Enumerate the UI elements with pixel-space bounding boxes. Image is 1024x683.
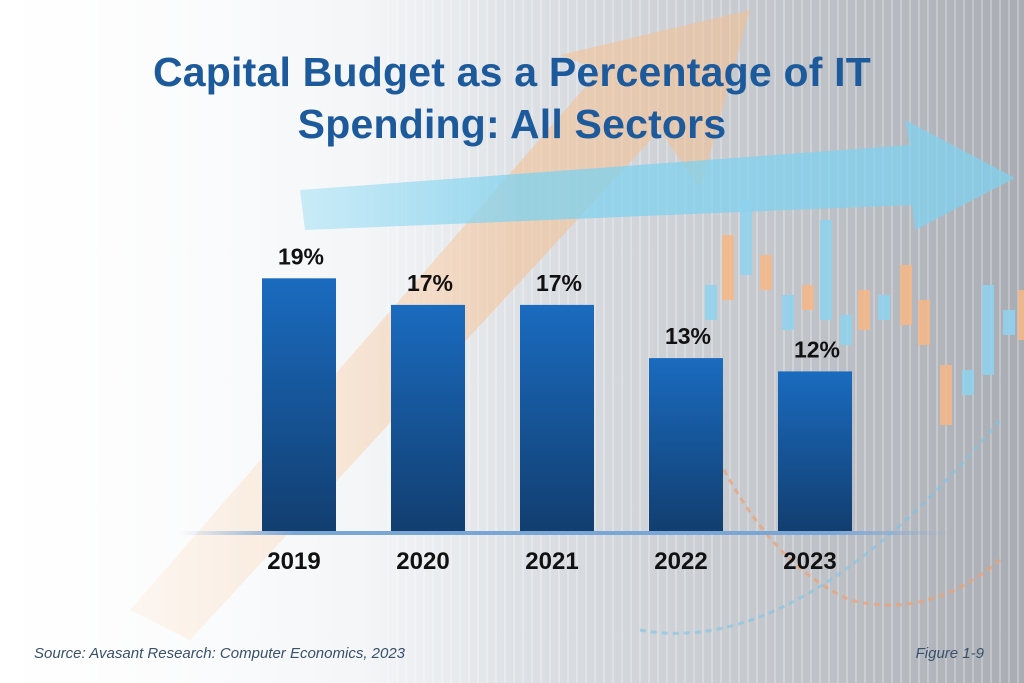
category-label-2020: 2020 xyxy=(396,548,449,575)
value-label-2019: 19% xyxy=(278,243,324,269)
candlestick-decoration xyxy=(705,200,1024,425)
candlestick xyxy=(820,220,832,320)
value-label-2022: 13% xyxy=(665,323,711,349)
category-label-2022: 2022 xyxy=(654,548,707,575)
bar-2020 xyxy=(391,304,465,531)
candlestick xyxy=(858,290,870,330)
candlestick xyxy=(962,370,974,395)
candlestick xyxy=(740,200,752,275)
bar-2019 xyxy=(262,278,336,531)
candlestick xyxy=(1003,310,1015,335)
candlestick xyxy=(760,255,772,290)
bar-2022 xyxy=(649,358,723,531)
candlestick xyxy=(705,285,717,320)
x-axis-baseline xyxy=(180,531,950,535)
candlestick xyxy=(940,365,952,425)
chart-title-line-1: Capital Budget as a Percentage of IT xyxy=(152,49,872,95)
candlestick xyxy=(802,285,814,310)
value-label-2020: 17% xyxy=(407,270,453,296)
category-label-2023: 2023 xyxy=(783,548,836,575)
bar-2023 xyxy=(778,371,852,531)
source-note: Source: Avasant Research: Computer Econo… xyxy=(34,645,406,662)
chart-title: Capital Budget as a Percentage of IT Spe… xyxy=(0,46,1024,150)
figure-number: Figure 1-9 xyxy=(915,645,984,662)
chart-title-line-2: Spending: All Sectors xyxy=(297,101,727,147)
candlestick xyxy=(878,295,890,320)
value-label-2023: 12% xyxy=(794,336,840,362)
candlestick xyxy=(840,315,852,345)
candlestick xyxy=(982,285,994,375)
value-label-2021: 17% xyxy=(536,270,582,296)
candlestick xyxy=(722,235,734,300)
category-label-2021: 2021 xyxy=(525,548,578,575)
candlestick xyxy=(918,300,930,345)
bar-2021 xyxy=(520,304,594,531)
candlestick xyxy=(900,265,912,325)
candlestick xyxy=(1018,290,1024,340)
category-label-2019: 2019 xyxy=(267,548,320,575)
candlestick xyxy=(782,295,794,330)
